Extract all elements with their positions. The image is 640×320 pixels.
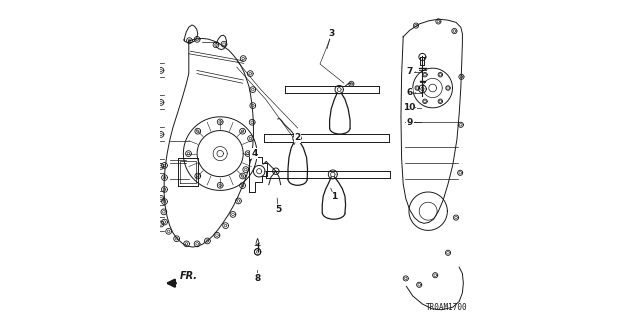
Text: 6: 6 [406,88,413,97]
Text: 1: 1 [332,192,337,201]
Text: TR0AM1700: TR0AM1700 [426,303,467,312]
Text: 4: 4 [252,149,257,158]
Text: FR.: FR. [180,271,198,281]
Text: 7: 7 [406,68,413,76]
Text: 2: 2 [294,133,301,142]
Text: 5: 5 [275,205,282,214]
Text: 3: 3 [328,29,334,38]
Text: 10: 10 [403,103,416,112]
Text: 9: 9 [406,118,413,127]
Text: 8: 8 [255,274,260,283]
